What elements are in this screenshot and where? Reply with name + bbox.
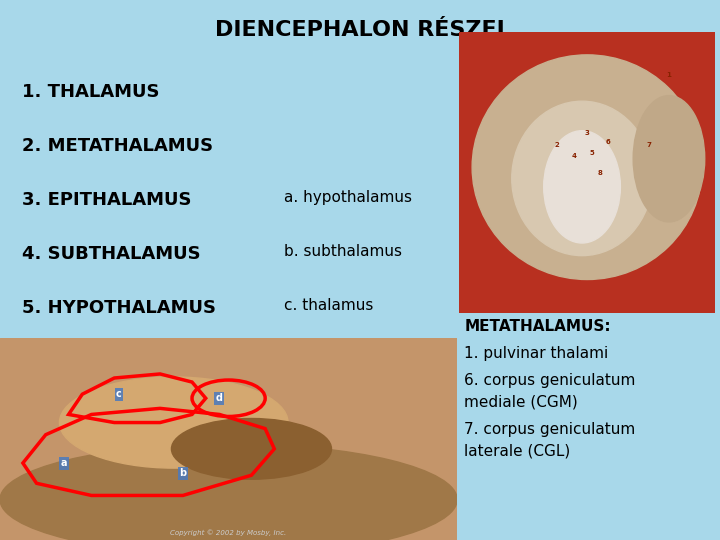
Text: 4: 4 [572, 153, 577, 159]
Text: 6. corpus geniculatum: 6. corpus geniculatum [464, 373, 636, 388]
Text: c. thalamus: c. thalamus [284, 298, 374, 313]
Text: DIENCEPHALON RÉSZEI: DIENCEPHALON RÉSZEI [215, 19, 505, 40]
Text: 2: 2 [554, 141, 559, 148]
Text: 2. METATHALAMUS: 2. METATHALAMUS [22, 137, 212, 155]
Text: 5: 5 [590, 150, 595, 156]
Text: 3: 3 [585, 131, 590, 137]
Text: 7: 7 [646, 141, 651, 148]
Text: METATHALAMUS:: METATHALAMUS: [464, 319, 611, 334]
Ellipse shape [633, 96, 705, 222]
Ellipse shape [60, 377, 288, 468]
Ellipse shape [472, 55, 702, 280]
Text: 3. EPITHALAMUS: 3. EPITHALAMUS [22, 191, 191, 209]
Text: 5. HYPOTHALAMUS: 5. HYPOTHALAMUS [22, 299, 215, 317]
Text: 8: 8 [598, 170, 603, 176]
Text: d: d [216, 393, 223, 403]
Ellipse shape [512, 101, 652, 255]
Text: c: c [116, 389, 122, 399]
Text: a. hypothalamus: a. hypothalamus [284, 190, 413, 205]
Text: b. subthalamus: b. subthalamus [284, 244, 402, 259]
Text: Copyright © 2002 by Mosby, Inc.: Copyright © 2002 by Mosby, Inc. [171, 529, 287, 536]
Text: 1: 1 [667, 71, 671, 78]
Text: 6: 6 [606, 139, 610, 145]
Text: 7. corpus geniculatum: 7. corpus geniculatum [464, 422, 636, 437]
Text: d. epithalamus: d. epithalamus [284, 352, 399, 367]
Text: b: b [179, 468, 186, 478]
Text: 1. THALAMUS: 1. THALAMUS [22, 83, 159, 101]
Text: a: a [60, 458, 67, 468]
Text: mediale (CGM): mediale (CGM) [464, 395, 578, 410]
Text: 1. pulvinar thalami: 1. pulvinar thalami [464, 346, 608, 361]
Text: 4. SUBTHALAMUS: 4. SUBTHALAMUS [22, 245, 200, 263]
Text: laterale (CGL): laterale (CGL) [464, 443, 571, 458]
Ellipse shape [171, 418, 331, 480]
Ellipse shape [0, 444, 457, 540]
Ellipse shape [544, 131, 621, 243]
